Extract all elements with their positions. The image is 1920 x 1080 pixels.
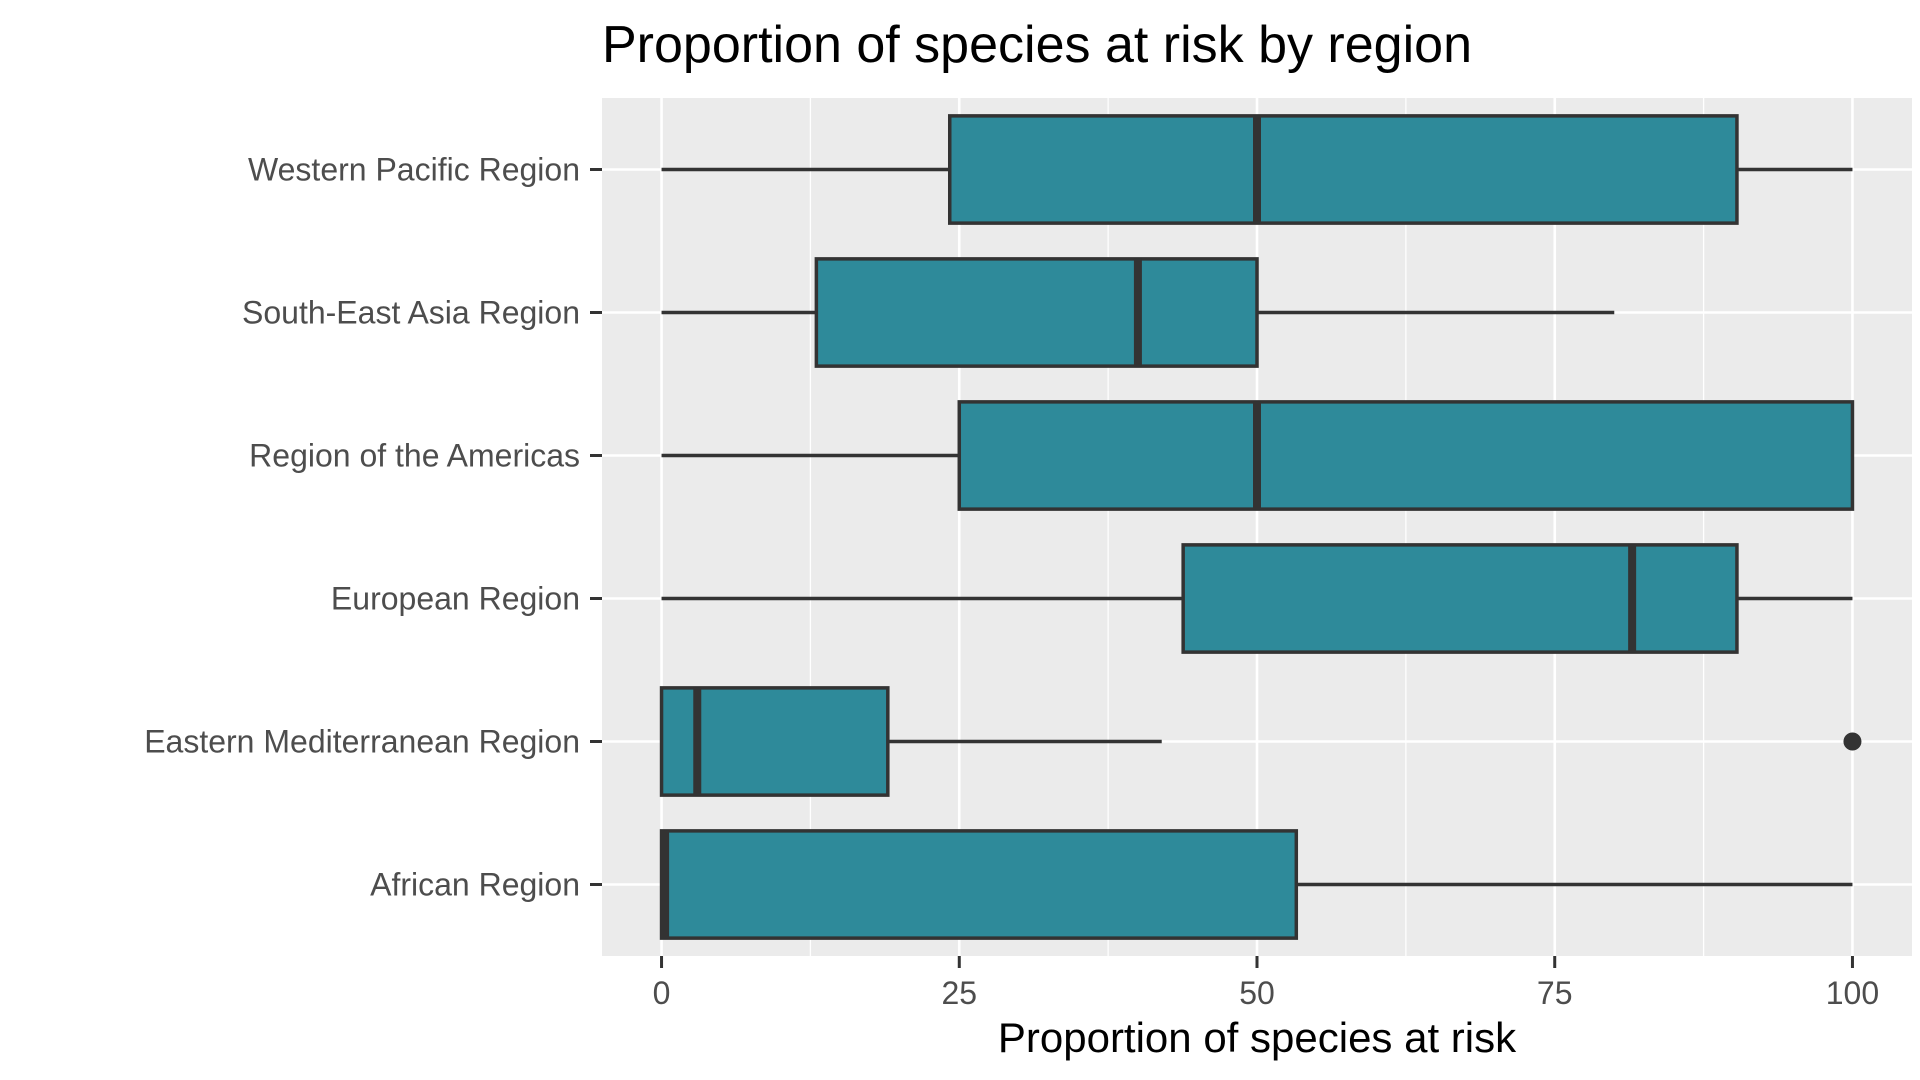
box-group [661,257,1615,368]
x-tick-label: 25 [941,975,977,1011]
x-tick-label: 50 [1239,975,1275,1011]
y-tick-label: European Region [331,581,580,617]
y-tick-label: South-East Asia Region [242,295,580,331]
y-tick-label: Eastern Mediterranean Region [144,724,580,760]
y-tick-label: Region of the Americas [249,438,580,474]
outlier-point [1843,732,1862,751]
box [659,829,1299,940]
axes: African Region Eastern Mediterranean Regi… [144,152,1879,1012]
box-group [659,686,1862,797]
box [1181,543,1739,654]
box-group [661,543,1853,654]
x-tick-label: 100 [1826,975,1879,1011]
box [814,257,1259,368]
x-tick-label: 75 [1537,975,1573,1011]
box-group [661,400,1855,511]
box [957,400,1855,511]
y-tick-label: Western Pacific Region [248,152,580,188]
x-tick-label: 0 [653,975,671,1011]
box-group [659,829,1853,940]
x-axis-title: Proportion of species at risk [998,1014,1517,1061]
chart-title: Proportion of species at risk by region [602,16,1472,74]
y-tick-label: African Region [370,867,580,903]
data-layer [659,114,1862,940]
box-group [661,114,1853,225]
box [947,114,1739,225]
